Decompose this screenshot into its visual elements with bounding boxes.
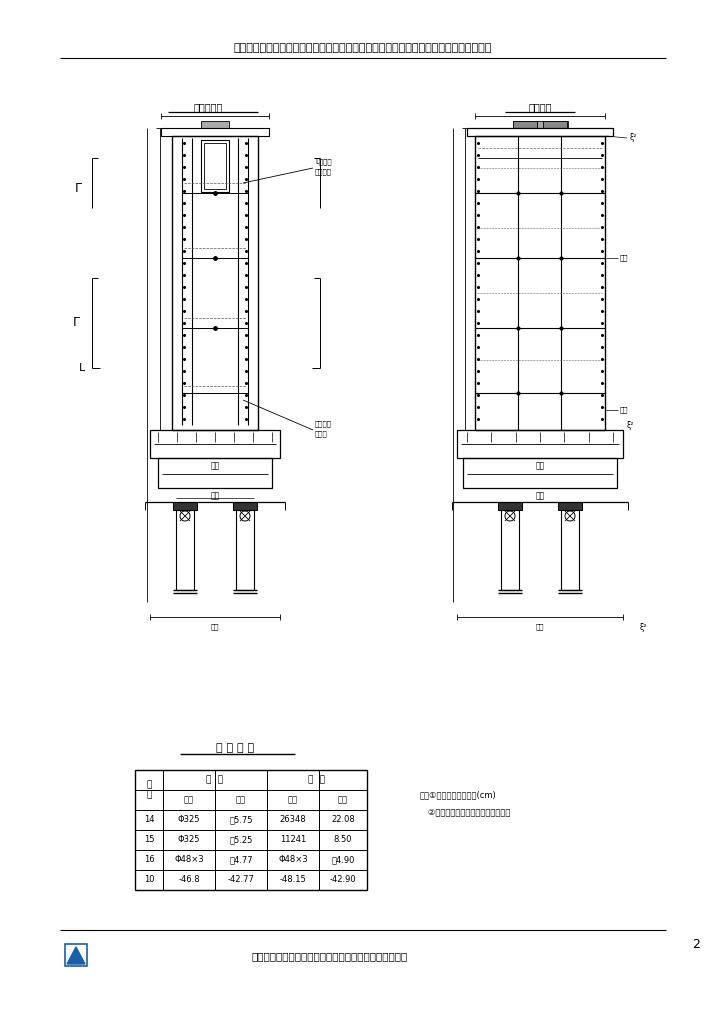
Bar — [158, 458, 272, 488]
Text: 长5.75: 长5.75 — [229, 816, 253, 825]
Text: 规格: 规格 — [184, 795, 194, 804]
Bar — [457, 430, 623, 458]
Text: 总长: 总长 — [535, 462, 544, 471]
Bar — [561, 510, 579, 590]
Text: Φ325: Φ325 — [178, 835, 200, 844]
Text: ②钢管数量为近似值，以实际为准。: ②钢管数量为近似值，以实际为准。 — [420, 808, 510, 817]
Bar — [501, 510, 519, 590]
Bar — [201, 121, 229, 128]
Bar — [513, 121, 568, 128]
Bar — [172, 136, 258, 430]
Bar — [135, 770, 367, 890]
Text: 11241: 11241 — [280, 835, 306, 844]
Bar — [543, 121, 567, 128]
Text: 长4.77: 长4.77 — [229, 856, 253, 865]
Bar — [65, 944, 87, 966]
Bar — [233, 502, 257, 510]
Bar — [176, 510, 194, 590]
Bar — [161, 128, 269, 136]
Text: ξ²: ξ² — [627, 421, 635, 430]
Bar — [173, 502, 197, 510]
Bar — [467, 128, 613, 136]
Text: 固定件: 固定件 — [315, 431, 327, 437]
Text: 16: 16 — [144, 856, 155, 865]
Text: L型连接: L型连接 — [315, 159, 332, 165]
Text: Φ325: Φ325 — [178, 816, 200, 825]
Text: 长4.90: 长4.90 — [331, 856, 355, 865]
Text: 22.08: 22.08 — [331, 816, 355, 825]
Text: 14: 14 — [144, 816, 154, 825]
Bar — [513, 121, 537, 128]
Text: 钢 管 数 量: 钢 管 数 量 — [216, 743, 254, 753]
Text: 总高: 总高 — [620, 406, 629, 413]
Bar — [204, 143, 226, 189]
Text: 钢管连接: 钢管连接 — [315, 421, 332, 427]
Text: 钢  板: 钢 板 — [309, 776, 325, 785]
Text: 总长: 总长 — [536, 624, 544, 630]
Text: -42.90: -42.90 — [330, 875, 356, 884]
Text: -48.15: -48.15 — [280, 875, 306, 884]
Text: 中铁十局集团有限公司武荆高速一期土建五标项目经理部: 中铁十局集团有限公司武荆高速一期土建五标项目经理部 — [252, 951, 408, 961]
Text: Φ48×3: Φ48×3 — [174, 856, 204, 865]
Text: 沪蓉高速公路武汉至荆门段一期土建工程第五标段汉北河２号特大桥薄壁空心墩施工方案: 沪蓉高速公路武汉至荆门段一期土建工程第五标段汉北河２号特大桥薄壁空心墩施工方案 — [234, 43, 492, 53]
Text: 总高: 总高 — [620, 254, 629, 262]
Text: Γ: Γ — [75, 182, 81, 195]
Text: 数量: 数量 — [288, 795, 298, 804]
Polygon shape — [67, 947, 85, 964]
Text: 钢管立面: 钢管立面 — [529, 102, 552, 112]
Text: -42.77: -42.77 — [227, 875, 254, 884]
Text: 面积: 面积 — [338, 795, 348, 804]
Bar — [475, 136, 605, 430]
Text: 桩基: 桩基 — [535, 491, 544, 501]
Text: 固定方式: 固定方式 — [315, 168, 332, 175]
Text: 8.50: 8.50 — [334, 835, 352, 844]
Text: L: L — [79, 363, 85, 373]
Text: 桩基: 桩基 — [211, 491, 220, 501]
Text: -46.8: -46.8 — [178, 875, 200, 884]
Text: 10: 10 — [144, 875, 154, 884]
Text: ξ²: ξ² — [640, 623, 647, 631]
Bar — [201, 140, 229, 192]
Text: 长度: 长度 — [236, 795, 246, 804]
Text: 总长: 总长 — [211, 462, 220, 471]
Text: 2: 2 — [692, 938, 700, 950]
Text: 总长: 总长 — [211, 624, 219, 630]
Bar — [463, 458, 617, 488]
Text: 15: 15 — [144, 835, 154, 844]
Bar — [498, 502, 522, 510]
Text: 26348: 26348 — [280, 816, 306, 825]
Bar — [236, 510, 254, 590]
Bar — [558, 502, 582, 510]
Text: 长5.25: 长5.25 — [229, 835, 253, 844]
Text: Γ: Γ — [73, 316, 80, 329]
Bar — [150, 430, 280, 458]
Text: 施工立面图: 施工立面图 — [193, 102, 223, 112]
Text: 钢  管: 钢 管 — [206, 776, 224, 785]
Text: 注：①钢管数量表中尺寸(cm): 注：①钢管数量表中尺寸(cm) — [420, 790, 497, 799]
Text: Φ48×3: Φ48×3 — [278, 856, 308, 865]
Text: 序
号: 序 号 — [147, 781, 152, 799]
Text: ξ²: ξ² — [630, 133, 637, 143]
